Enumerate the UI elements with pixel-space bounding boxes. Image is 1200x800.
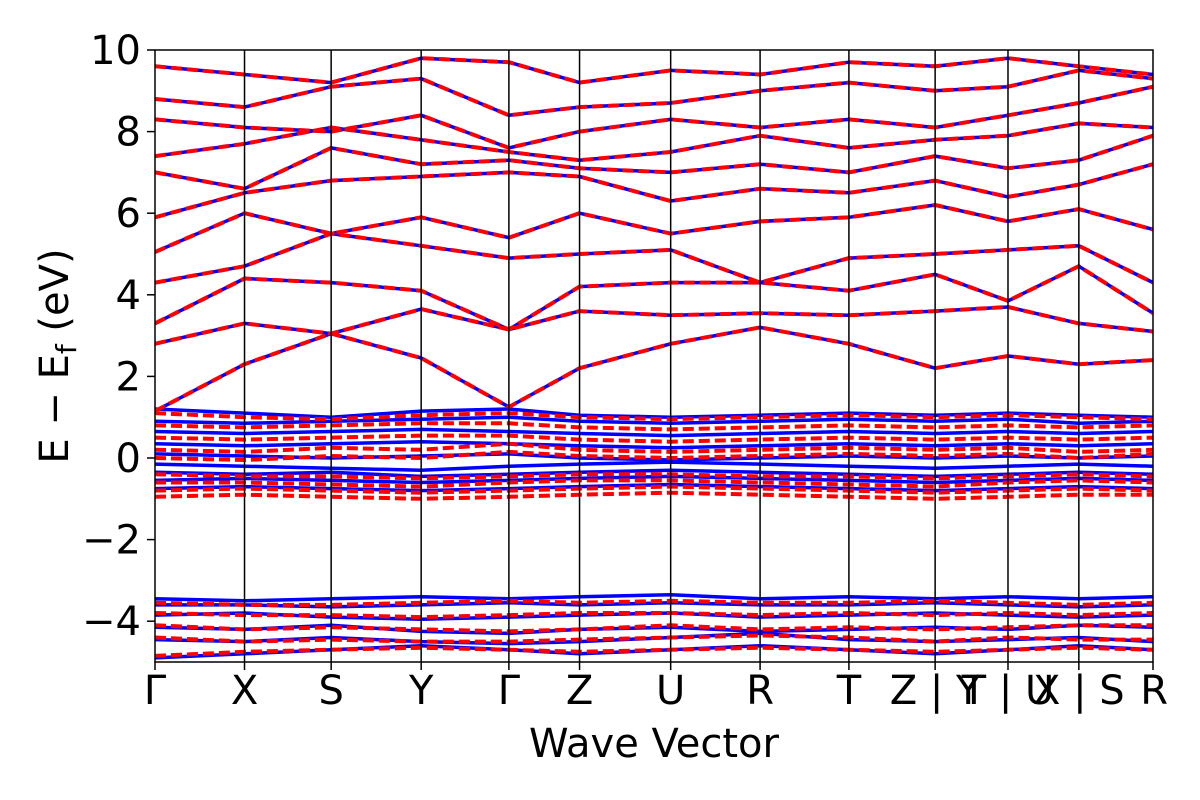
spin-down-band-15 bbox=[155, 305, 1153, 346]
x-tick-label: T | U bbox=[961, 668, 1055, 714]
x-tick-label: Γ bbox=[144, 668, 167, 714]
spin-up-band-15 bbox=[155, 325, 1153, 413]
spin-down-band-0 bbox=[155, 645, 1153, 658]
y-tick-label: 8 bbox=[116, 110, 141, 156]
y-axis-ticks: −4 −2 0 2 4 6 8 10 bbox=[82, 28, 155, 645]
x-tick-label: S bbox=[318, 668, 343, 714]
x-tick-label: T bbox=[836, 668, 862, 714]
plot-frame bbox=[154, 49, 1154, 663]
y-tick-label: 2 bbox=[116, 354, 141, 400]
spin-up-band-21 bbox=[155, 134, 1153, 191]
kpath-lines bbox=[243, 50, 1080, 662]
y-axis-label-main: E − E bbox=[32, 354, 78, 464]
x-tick-label: Z bbox=[566, 668, 593, 714]
y-tick-label: 10 bbox=[90, 28, 141, 74]
x-tick-label: Y bbox=[408, 668, 434, 714]
spin-down-band-24 bbox=[155, 56, 1153, 85]
spin-up-band-23 bbox=[155, 84, 1153, 150]
y-tick-label: 4 bbox=[116, 273, 141, 319]
x-tick-label: Γ bbox=[498, 668, 521, 714]
x-tick-label: X | S bbox=[1033, 668, 1125, 714]
x-tick-label: X bbox=[231, 668, 258, 714]
y-tick-label: 6 bbox=[116, 191, 141, 237]
x-tick-label: R bbox=[1140, 668, 1168, 714]
bands-layer bbox=[155, 56, 1153, 660]
y-axis-label-unit: (eV) bbox=[32, 248, 78, 344]
spin-down-band-5 bbox=[155, 490, 1153, 501]
y-axis-label: E − Ef (eV) bbox=[32, 248, 83, 463]
y-tick-label: −2 bbox=[82, 518, 141, 564]
y-axis-label-subscript: f bbox=[50, 343, 83, 354]
spin-down-band-23 bbox=[155, 68, 1153, 118]
y-tick-label: −4 bbox=[82, 599, 141, 645]
spin-up-band-16 bbox=[155, 305, 1153, 346]
spin-down-band-16 bbox=[155, 264, 1153, 332]
spin-down-band-14 bbox=[155, 325, 1153, 413]
x-tick-label: R bbox=[746, 668, 774, 714]
x-axis-label: Wave Vector bbox=[529, 721, 780, 767]
y-tick-label: 0 bbox=[116, 436, 141, 482]
spin-down-band-17 bbox=[155, 231, 1153, 285]
x-tick-label: Z | Y bbox=[890, 668, 981, 714]
spin-up-band-18 bbox=[155, 231, 1153, 285]
x-tick-label: U bbox=[656, 668, 685, 714]
